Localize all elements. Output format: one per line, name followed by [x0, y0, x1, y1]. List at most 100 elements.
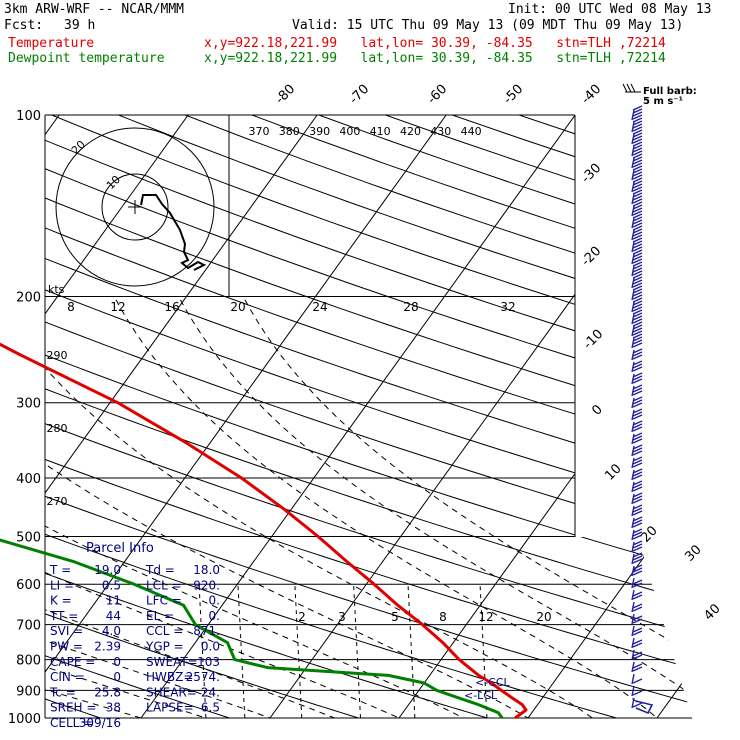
parcel-info-key: TT = — [49, 609, 78, 623]
wind-key-barb — [622, 83, 641, 93]
isotherm-label: -50 — [501, 82, 527, 108]
theta-label: 290 — [47, 349, 68, 362]
wind-barb — [631, 309, 643, 325]
parcel-info-value: 44 — [106, 609, 121, 623]
wind-barb — [631, 552, 643, 565]
dry-adiabat-line — [452, 115, 692, 718]
theta-label: 400 — [339, 125, 360, 138]
isotherm-line — [45, 115, 318, 718]
wind-key-label: 5 m s⁻¹ — [643, 96, 683, 107]
mixing-ratio-label: 20 — [536, 610, 551, 624]
parcel-info-key: SHEAR= — [146, 685, 197, 699]
wind-barb — [631, 516, 643, 529]
moist-adiabat-line — [45, 296, 184, 718]
moist-adiabat-line — [45, 296, 610, 718]
moist-adiabat-line — [45, 296, 366, 718]
ccl-label: <-CCL — [475, 676, 511, 689]
wind-barb — [631, 201, 643, 217]
hodograph-speed-label: 24 — [312, 300, 327, 314]
mixing-ratio-line — [479, 584, 488, 718]
dry-adiabat-line — [45, 115, 270, 718]
parcel-info-title: Parcel Info — [86, 541, 154, 556]
forecast-hour: 39 h — [64, 18, 96, 33]
mixing-ratio-label: 5 — [391, 610, 399, 624]
parcel-info-value: 0 — [113, 670, 121, 684]
dry-adiabat-line — [518, 115, 692, 718]
isotherm-label: -60 — [425, 82, 451, 108]
temperature-location: x,y=922.18,221.99 lat,lon= 30.39, -84.35… — [204, 36, 666, 51]
model-title: 3km ARW-WRF -- NCAR/MMM — [4, 2, 185, 17]
wind-barb — [631, 697, 643, 709]
parcel-info-key: T = — [49, 563, 71, 577]
mixing-ratio-line — [198, 584, 207, 718]
parcel-info-key: LI = — [50, 578, 74, 592]
wind-barb — [631, 189, 643, 205]
wind-barb — [631, 625, 643, 637]
dry-adiabat-line — [585, 115, 692, 718]
wind-barb — [631, 396, 643, 409]
wind-barb — [631, 637, 643, 649]
isotherm-label: -20 — [579, 244, 605, 270]
dry-adiabat-line — [45, 115, 692, 718]
wind-barb — [631, 480, 643, 493]
isotherm-line — [140, 115, 576, 718]
wind-barb — [631, 297, 643, 313]
parcel-info-key: CIN = — [50, 670, 85, 684]
hodograph-speed-label: 32 — [500, 300, 515, 314]
wind-barb — [631, 153, 643, 169]
pressure-label: 1000 — [8, 712, 41, 727]
isotherm-line — [656, 115, 692, 718]
moist-adiabat-line — [45, 296, 549, 718]
isotherm-line — [45, 115, 189, 718]
temperature-legend: Temperature — [8, 36, 95, 51]
wind-barb — [631, 177, 643, 193]
wind-barb — [631, 321, 643, 337]
valid-time: Valid: 15 UTC Thu 09 May 13 (09 MDT Thu … — [292, 18, 684, 33]
wind-barb — [631, 213, 643, 229]
dry-adiabat-line — [118, 115, 692, 718]
wind-barb — [631, 540, 643, 553]
wind-barb — [631, 105, 643, 121]
wind-barb — [631, 237, 643, 253]
dry-adiabat-line — [719, 115, 740, 731]
hodograph-ring — [101, 173, 169, 241]
dry-adiabat-line — [45, 115, 692, 718]
pressure-label: 700 — [16, 619, 41, 634]
mixing-ratio-line — [353, 584, 361, 718]
mixing-ratio-line — [407, 584, 416, 718]
hodograph-kts-label: kts — [48, 283, 65, 296]
mixing-ratio-line — [237, 584, 246, 718]
forecast-label: Fcst: — [4, 18, 44, 33]
parcel-info-key: SREH = — [50, 701, 96, 715]
wind-barb — [631, 564, 643, 577]
parcel-info-key: Tc = — [49, 685, 76, 699]
dewpoint-legend: Dewpoint temperature — [8, 51, 165, 66]
theta-label: 280 — [47, 422, 68, 435]
parcel-info-key: LCL = — [146, 578, 182, 592]
theta-label: 430 — [430, 125, 451, 138]
parcel-info-value: 2574. — [186, 670, 220, 684]
parcel-info-value: 0. — [209, 594, 220, 608]
dewpoint-location: x,y=922.18,221.99 lat,lon= 30.39, -84.35… — [204, 51, 666, 66]
moist-adiabat-line — [45, 296, 245, 718]
isotherm-label: -70 — [347, 82, 373, 108]
parcel-info-value: 19.0 — [94, 563, 121, 577]
wind-barb — [631, 225, 643, 241]
theta-label: 440 — [461, 125, 482, 138]
dry-adiabat-line — [251, 115, 692, 718]
mixing-ratio-label: 8 — [439, 610, 447, 624]
wind-barb — [631, 673, 643, 685]
theta-label: 390 — [309, 125, 330, 138]
dry-adiabat-line — [45, 115, 692, 718]
wind-barb — [635, 700, 654, 715]
wind-barb — [631, 420, 643, 433]
parcel-info-value: 0 — [113, 655, 121, 669]
plot-area — [0, 115, 740, 731]
parcel-info-value: 0. — [209, 609, 220, 623]
hodograph-speed-label: 12 — [110, 300, 125, 314]
dry-adiabat-line — [45, 115, 692, 718]
temperature-profile — [0, 342, 528, 720]
theta-label: 380 — [279, 125, 300, 138]
dry-adiabat-line — [0, 115, 8, 731]
